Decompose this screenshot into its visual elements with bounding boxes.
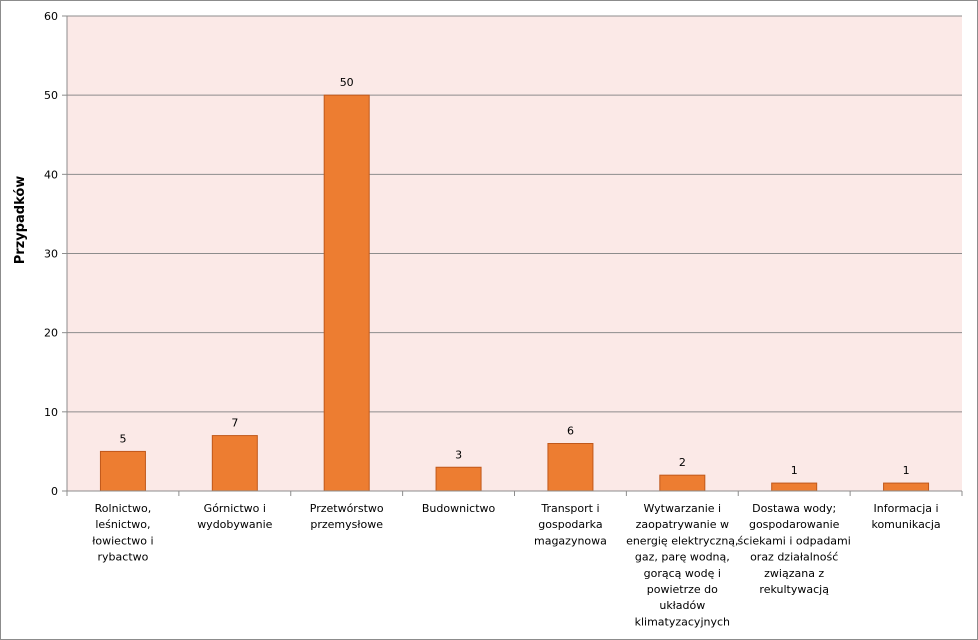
data-label: 2 — [679, 456, 686, 469]
y-axis-label: Przypadków — [13, 176, 28, 265]
data-label: 50 — [340, 76, 354, 89]
x-tick-label-line: przemysłowe — [310, 518, 383, 531]
x-tick-label: Informacja i komunikacja — [871, 502, 940, 531]
x-tick-label: Rolnictwo, leśnictwo, łowiectwo i rybactwo — [92, 502, 153, 564]
x-tick-label-line: łowiectwo i — [92, 534, 153, 547]
data-label: 1 — [791, 464, 798, 477]
data-label: 1 — [903, 464, 910, 477]
x-tick-label-line: powietrze do — [647, 583, 718, 596]
x-tick-label-line: gospodarowanie — [749, 518, 840, 531]
x-tick-label-line: rekultywacją — [759, 583, 829, 596]
x-tick-label: Transport i gospodarka magazynowa — [534, 502, 607, 547]
x-tick-label-line: ściekami i odpadami — [738, 534, 851, 547]
x-tick-label-line: Dostawa wody; — [752, 502, 836, 515]
data-label: 3 — [455, 448, 462, 461]
x-tick-label-line: klimatyzacyjnych — [635, 615, 730, 628]
x-tick-label-line: Transport i — [540, 502, 599, 515]
y-tick-label: 20 — [44, 327, 58, 340]
y-tick-label: 40 — [44, 168, 58, 181]
bar — [547, 443, 594, 492]
y-tick-label: 0 — [51, 485, 58, 498]
x-tick-label-line: Przetwórstwo — [310, 502, 384, 515]
x-tick-label-line: wydobywanie — [197, 518, 272, 531]
x-tick-label-line: magazynowa — [534, 534, 607, 547]
x-tick-label-line: Wytwarzanie i — [643, 502, 721, 515]
x-tick-label: Wytwarzanie i zaopatrywanie w energię elek… — [626, 502, 738, 628]
x-tick-label: Dostawa wody; gospodarowanie ściekami i od… — [738, 502, 851, 596]
bar — [771, 482, 818, 492]
x-tick-label-line: związana z — [764, 567, 824, 580]
bar — [883, 482, 930, 492]
bar — [99, 450, 146, 492]
axes — [62, 15, 963, 496]
y-tick-label: 60 — [44, 10, 58, 23]
x-tick-label-line: układów — [659, 599, 705, 612]
x-tick-label-line: gaz, parę wodną, — [635, 551, 730, 564]
x-tick-label-line: energię elektryczną, — [626, 534, 738, 547]
x-tick-labels: Rolnictwo, leśnictwo, łowiectwo i rybactwo G… — [92, 502, 940, 628]
data-labels: 5 7 50 3 6 2 1 1 — [119, 76, 909, 477]
x-tick-label-line: Budownictwo — [422, 502, 496, 515]
x-tick-label-line: leśnictwo, — [95, 518, 150, 531]
data-label: 7 — [231, 417, 238, 430]
gridlines — [67, 15, 962, 413]
y-tick-label: 10 — [44, 406, 58, 419]
bar — [659, 474, 706, 492]
y-tick-labels: 0 10 20 30 40 50 60 — [44, 10, 58, 498]
data-label: 5 — [119, 432, 126, 445]
data-label: 6 — [567, 425, 574, 438]
bar — [323, 94, 370, 492]
bar-series — [99, 94, 930, 492]
x-tick-label-line: komunikacja — [871, 518, 940, 531]
x-tick-label-line: gorącą wodę i — [644, 567, 721, 580]
x-tick-label: Przetwórstwo przemysłowe — [310, 502, 384, 531]
y-tick-label: 50 — [44, 89, 58, 102]
x-tick-label-line: oraz działalność — [750, 551, 838, 564]
x-tick-label-line: zaopatrywanie w — [636, 518, 729, 531]
x-tick-label: Budownictwo — [422, 502, 496, 515]
x-tick-label-line: Rolnictwo, — [95, 502, 152, 515]
x-tick-label-line: rybactwo — [98, 551, 149, 564]
x-tick-label: Górnictwo i wydobywanie — [197, 502, 272, 531]
x-tick-label-line: Informacja i — [874, 502, 939, 515]
y-tick-label: 30 — [44, 248, 58, 261]
bar — [435, 466, 482, 492]
bar — [211, 435, 258, 492]
x-tick-label-line: Górnictwo i — [204, 502, 266, 515]
x-tick-label-line: gospodarka — [538, 518, 602, 531]
